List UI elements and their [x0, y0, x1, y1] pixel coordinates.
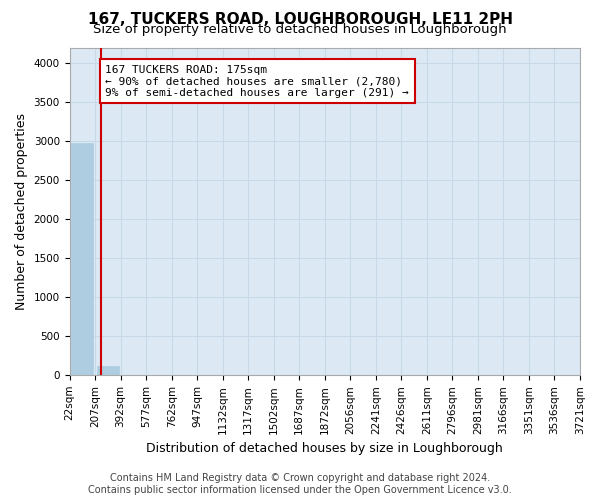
Bar — [71, 142, 93, 375]
Text: Contains HM Land Registry data © Crown copyright and database right 2024.
Contai: Contains HM Land Registry data © Crown c… — [88, 474, 512, 495]
Text: 167 TUCKERS ROAD: 175sqm
← 90% of detached houses are smaller (2,780)
9% of semi: 167 TUCKERS ROAD: 175sqm ← 90% of detach… — [105, 64, 409, 98]
Text: Size of property relative to detached houses in Loughborough: Size of property relative to detached ho… — [93, 22, 507, 36]
Text: 167, TUCKERS ROAD, LOUGHBOROUGH, LE11 2PH: 167, TUCKERS ROAD, LOUGHBOROUGH, LE11 2P… — [88, 12, 512, 28]
Y-axis label: Number of detached properties: Number of detached properties — [15, 113, 28, 310]
Bar — [97, 366, 119, 375]
X-axis label: Distribution of detached houses by size in Loughborough: Distribution of detached houses by size … — [146, 442, 503, 455]
